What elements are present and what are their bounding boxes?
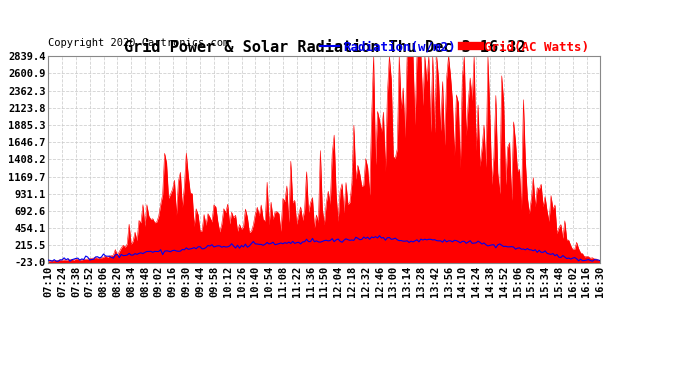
Text: Copyright 2020 Cartronics.com: Copyright 2020 Cartronics.com — [48, 38, 230, 48]
Title: Grid Power & Solar Radiation Thu Dec 3 16:32: Grid Power & Solar Radiation Thu Dec 3 1… — [124, 40, 525, 55]
Legend: Radiation(w/m2), Grid(AC Watts): Radiation(w/m2), Grid(AC Watts) — [315, 36, 594, 59]
